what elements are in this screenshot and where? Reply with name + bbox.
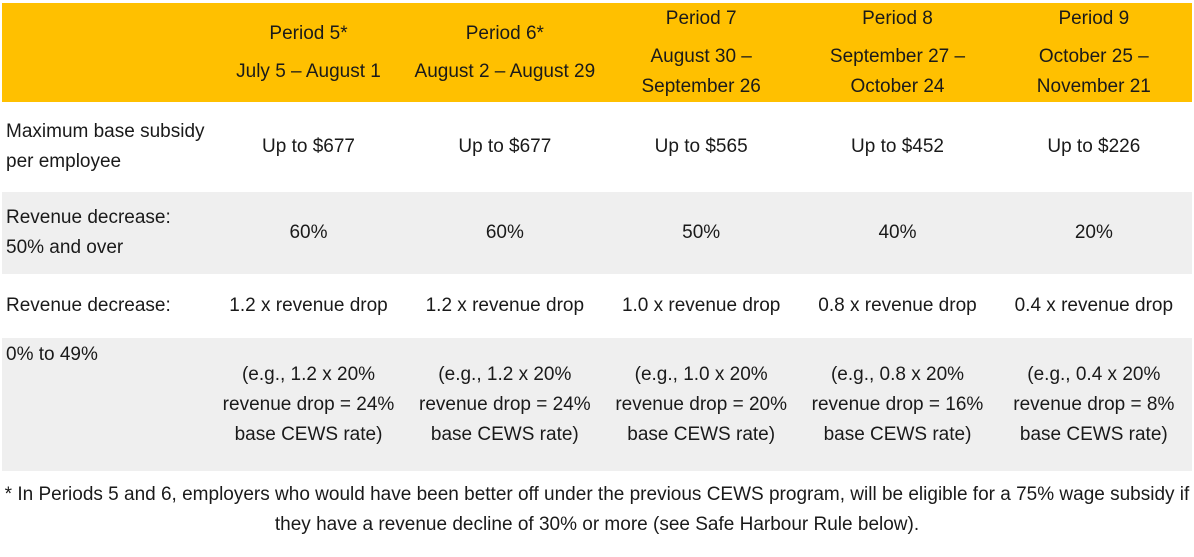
period-name: Period 7 — [665, 7, 737, 29]
period-name: Period 6* — [465, 22, 544, 44]
example-cell: (e.g., 1.2 x 20% revenue drop = 24% base… — [210, 338, 407, 471]
formula-cell: 0.4 x revenue drop — [995, 274, 1192, 338]
rate-cell: 50% — [603, 192, 800, 274]
example-cell: (e.g., 1.0 x 20% revenue drop = 20% base… — [603, 338, 800, 471]
rate-cell: 20% — [995, 192, 1192, 274]
row-decrease-example: 0% to 49% (e.g., 1.2 x 20% revenue drop … — [2, 338, 1192, 471]
row-label: Revenue decrease: — [2, 274, 211, 338]
formula-cell: 0.8 x revenue drop — [799, 274, 996, 338]
formula-cell: 1.0 x revenue drop — [603, 274, 800, 338]
period-dates: August 30 – September 26 — [641, 45, 761, 97]
max-subsidy-cell: Up to $452 — [799, 102, 996, 192]
footnote: * In Periods 5 and 6, employers who woul… — [4, 484, 1190, 535]
header-empty-cell — [2, 3, 211, 102]
row-label: 0% to 49% — [2, 338, 211, 471]
max-subsidy-cell: Up to $226 — [995, 102, 1192, 192]
period-name: Period 8 — [862, 7, 933, 29]
max-subsidy-cell: Up to $565 — [603, 102, 800, 192]
formula-cell: 1.2 x revenue drop — [210, 274, 407, 338]
period-name: Period 9 — [1058, 7, 1130, 29]
rate-cell: 60% — [210, 192, 407, 274]
period-dates: October 25 – November 21 — [1036, 45, 1151, 97]
header-period-5: Period 5* July 5 – August 1 — [210, 3, 407, 102]
max-subsidy-cell: Up to $677 — [406, 102, 603, 192]
max-subsidy-cell: Up to $677 — [210, 102, 407, 192]
row-max-subsidy: Maximum base subsidy per employee Up to … — [2, 102, 1192, 192]
rate-cell: 60% — [406, 192, 603, 274]
row-label: Revenue decrease: 50% and over — [2, 192, 211, 274]
example-cell: (e.g., 0.8 x 20% revenue drop = 16% base… — [799, 338, 996, 471]
cews-rate-table: Period 5* July 5 – August 1 Period 6* Augu… — [2, 3, 1192, 471]
rate-cell: 40% — [799, 192, 996, 274]
row-decrease-50-and-over: Revenue decrease: 50% and over 60% 60% 5… — [2, 192, 1192, 274]
period-dates: July 5 – August 1 — [236, 60, 381, 82]
formula-cell: 1.2 x revenue drop — [406, 274, 603, 338]
row-label: Maximum base subsidy per employee — [2, 102, 211, 192]
header-period-6: Period 6* August 2 – August 29 — [406, 3, 603, 102]
period-name: Period 5* — [269, 22, 348, 44]
header-period-7: Period 7 August 30 – September 26 — [603, 3, 800, 102]
header-period-8: Period 8 September 27 – October 24 — [799, 3, 996, 102]
row-decrease-formula: Revenue decrease: 1.2 x revenue drop 1.2… — [2, 274, 1192, 338]
header-period-9: Period 9 October 25 – November 21 — [995, 3, 1192, 102]
example-cell: (e.g., 1.2 x 20% revenue drop = 24% base… — [406, 338, 603, 471]
period-dates: August 2 – August 29 — [414, 60, 596, 82]
period-dates: September 27 – October 24 — [829, 45, 966, 97]
example-cell: (e.g., 0.4 x 20% revenue drop = 8% base … — [995, 338, 1192, 471]
header-row: Period 5* July 5 – August 1 Period 6* Augu… — [2, 3, 1192, 102]
